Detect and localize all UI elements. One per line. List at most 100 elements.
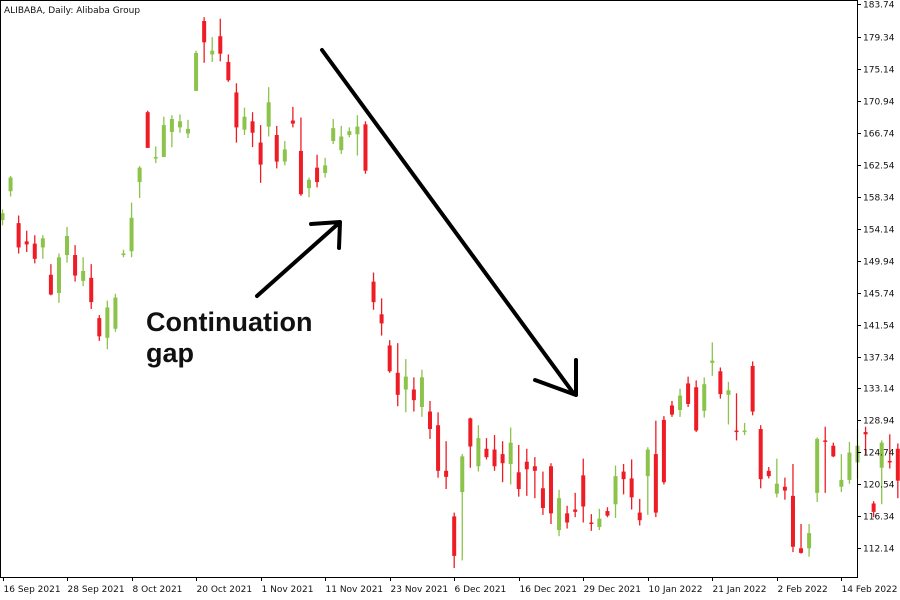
candle-body-down [516, 472, 521, 490]
candle-body-up [476, 438, 481, 467]
candle [419, 369, 424, 417]
candle [403, 359, 408, 413]
candle [742, 422, 747, 436]
x-tick-label: 2 Feb 2022 [778, 585, 828, 595]
candle [145, 110, 150, 148]
candle [726, 381, 731, 425]
candle-body-up [557, 498, 562, 531]
candle-body-down [669, 405, 674, 415]
candle [315, 154, 320, 188]
candle-body-up [8, 177, 13, 192]
candle [613, 465, 618, 518]
candle [323, 157, 328, 178]
candle-body-up [282, 149, 287, 162]
candle [807, 523, 812, 557]
x-axis: 16 Sep 2021 28 Sep 2021 8 Oct 2021 20 Oct 2… [3, 577, 898, 595]
candle [548, 463, 553, 524]
candle [500, 441, 505, 483]
candle [581, 458, 586, 523]
plot-frame [0, 0, 858, 578]
candle [395, 343, 400, 407]
candle-body-down [274, 134, 279, 162]
candle-body-up [137, 167, 142, 183]
candle-body-down [500, 454, 505, 464]
candle [573, 492, 578, 518]
candle [307, 177, 312, 198]
candle [347, 127, 352, 138]
candle [8, 176, 13, 197]
candle [678, 388, 683, 417]
candle [629, 459, 634, 510]
candle [436, 412, 441, 478]
candle [847, 441, 852, 484]
candle-body-down [565, 513, 570, 523]
candle-body-up [815, 438, 820, 493]
candle-body-down [758, 429, 763, 480]
candle [32, 235, 37, 264]
y-tick-label: 183.74 [863, 1, 895, 11]
x-tick-label: 28 Sep 2021 [68, 585, 125, 595]
y-tick-label: 128.94 [863, 417, 895, 427]
candle [694, 380, 699, 433]
candle [653, 420, 658, 518]
candle [242, 107, 247, 135]
candle [24, 230, 29, 252]
chart-title: ALIBABA, Daily: Alibaba Group [4, 6, 140, 16]
candle [363, 121, 368, 174]
candle [758, 425, 763, 489]
candle-body-down [661, 419, 666, 483]
x-tick-label: 11 Nov 2021 [326, 585, 384, 595]
candle-body-down [24, 241, 29, 245]
candle-body-up [65, 236, 70, 256]
candle-body-down [718, 371, 723, 395]
candle [258, 125, 263, 183]
candle [476, 425, 481, 472]
candle [40, 235, 45, 259]
candle-body-down [411, 389, 416, 401]
candle-body-up [460, 456, 465, 493]
candle [831, 442, 836, 458]
x-tick-label: 16 Sep 2021 [4, 585, 61, 595]
candle-body-up [774, 483, 779, 494]
candle [282, 141, 287, 166]
candle-body-down [637, 512, 642, 521]
candle [379, 298, 384, 336]
x-tick-label: 20 Oct 2021 [197, 585, 253, 595]
x-tick-label: 6 Dec 2021 [455, 585, 507, 595]
candle-body-up [81, 270, 86, 281]
candle-body-down [653, 454, 658, 513]
candle [81, 257, 86, 287]
y-tick-label: 133.14 [863, 385, 895, 395]
candle-body-down [395, 372, 400, 395]
candle [298, 117, 303, 196]
candle [411, 377, 416, 412]
candle [56, 253, 61, 303]
candle [387, 340, 392, 373]
y-tick-label: 175.14 [863, 66, 895, 76]
candle-body-up [113, 297, 118, 329]
candle-body-down [226, 62, 231, 81]
candle [452, 512, 457, 569]
candle-body-down [484, 448, 489, 458]
candle [589, 514, 594, 531]
y-tick-label: 116.34 [863, 513, 895, 523]
candle-body-up [702, 384, 707, 411]
candle [887, 434, 892, 469]
candle [121, 249, 126, 258]
y-tick-label: 141.54 [863, 322, 895, 332]
candle [815, 437, 820, 502]
candle [161, 116, 166, 158]
candle-body-down [436, 425, 441, 471]
candle-body-down [621, 471, 626, 480]
y-tick-label: 149.94 [863, 258, 895, 268]
candle [0, 209, 5, 226]
y-tick-label: 145.74 [863, 290, 895, 300]
candle [686, 376, 691, 407]
candle [89, 264, 94, 309]
y-tick-label: 166.74 [863, 130, 895, 140]
candle [540, 471, 545, 515]
candle-body-down [427, 411, 432, 430]
candle [597, 508, 602, 531]
